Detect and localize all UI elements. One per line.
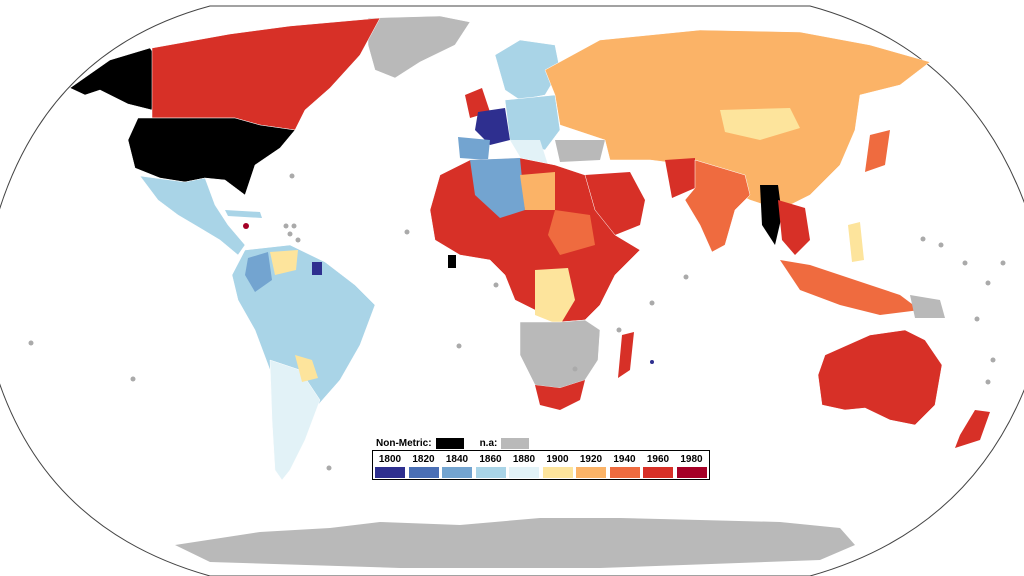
region-png	[910, 295, 945, 318]
region-pakistan	[665, 158, 695, 198]
region-arabia	[585, 172, 645, 235]
region-japan	[865, 130, 890, 172]
legend-color-swatch	[609, 467, 640, 478]
region-south-africa	[535, 380, 585, 410]
region-central-europe	[504, 94, 561, 151]
region-usa	[127, 117, 296, 196]
legend-year-label: 1980	[680, 454, 703, 465]
na-swatch	[501, 437, 530, 449]
region-liberia	[448, 255, 456, 268]
region-colombia	[245, 252, 272, 292]
region-indonesia	[780, 260, 920, 315]
island-markers	[28, 173, 1006, 471]
region-madagascar	[618, 332, 634, 378]
legend-color-swatch	[442, 467, 472, 478]
region-greenland	[367, 15, 471, 79]
region-libya	[520, 172, 555, 210]
legend-years: 1800 1820 1840 1860 1880 1900 1920 1940 1960 1980	[372, 450, 710, 480]
region-iberia	[458, 137, 490, 160]
legend-year-label: 1800	[378, 454, 402, 465]
legend-header: Non-Metric: n.a:	[376, 436, 530, 450]
region-mexico	[139, 175, 246, 256]
region-se-asia	[778, 200, 810, 255]
region-philippines	[848, 222, 864, 262]
region-uk	[465, 88, 490, 118]
region-sudan	[548, 210, 595, 255]
region-italy-balkans	[510, 140, 548, 165]
region-france	[475, 108, 510, 145]
region-antarctica	[175, 518, 855, 568]
region-southern-africa	[519, 319, 601, 389]
legend-color-swatch	[643, 467, 673, 478]
legend-year-label: 1900	[546, 454, 569, 465]
island-marker-blue	[650, 360, 654, 364]
legend-color-swatch	[375, 467, 405, 478]
non-metric-swatch	[435, 437, 464, 449]
legend-color-swatch	[408, 467, 439, 478]
legend-year-label: 1940	[613, 454, 636, 465]
region-mongolia	[720, 108, 800, 140]
legend-year-label: 1960	[646, 454, 670, 465]
non-metric-label: Non-Metric:	[376, 437, 432, 449]
region-myanmar	[760, 185, 782, 245]
region-australia	[817, 329, 943, 426]
legend-year-label: 1860	[479, 454, 502, 465]
region-new-zealand	[955, 410, 990, 448]
na-label: n.a:	[479, 437, 498, 449]
legend-year-label: 1920	[579, 454, 603, 465]
legend-color-swatch	[576, 467, 606, 478]
region-paraguay	[295, 355, 318, 382]
region-congo	[535, 268, 575, 325]
region-suriname	[312, 262, 322, 275]
region-algeria	[470, 158, 525, 218]
legend-color-swatch	[475, 467, 506, 478]
legend-year-label: 1880	[512, 454, 536, 465]
legend-color-swatch	[676, 467, 707, 478]
legend-color-swatch	[542, 467, 573, 478]
island-marker-red	[243, 223, 249, 229]
legend-year-label: 1840	[445, 454, 469, 465]
region-venezuela	[270, 250, 298, 275]
legend-color-swatch	[509, 467, 539, 478]
region-turkey	[555, 140, 605, 162]
legend-year-label: 1820	[412, 454, 435, 465]
region-caribbean	[225, 210, 262, 218]
region-india	[684, 159, 751, 253]
